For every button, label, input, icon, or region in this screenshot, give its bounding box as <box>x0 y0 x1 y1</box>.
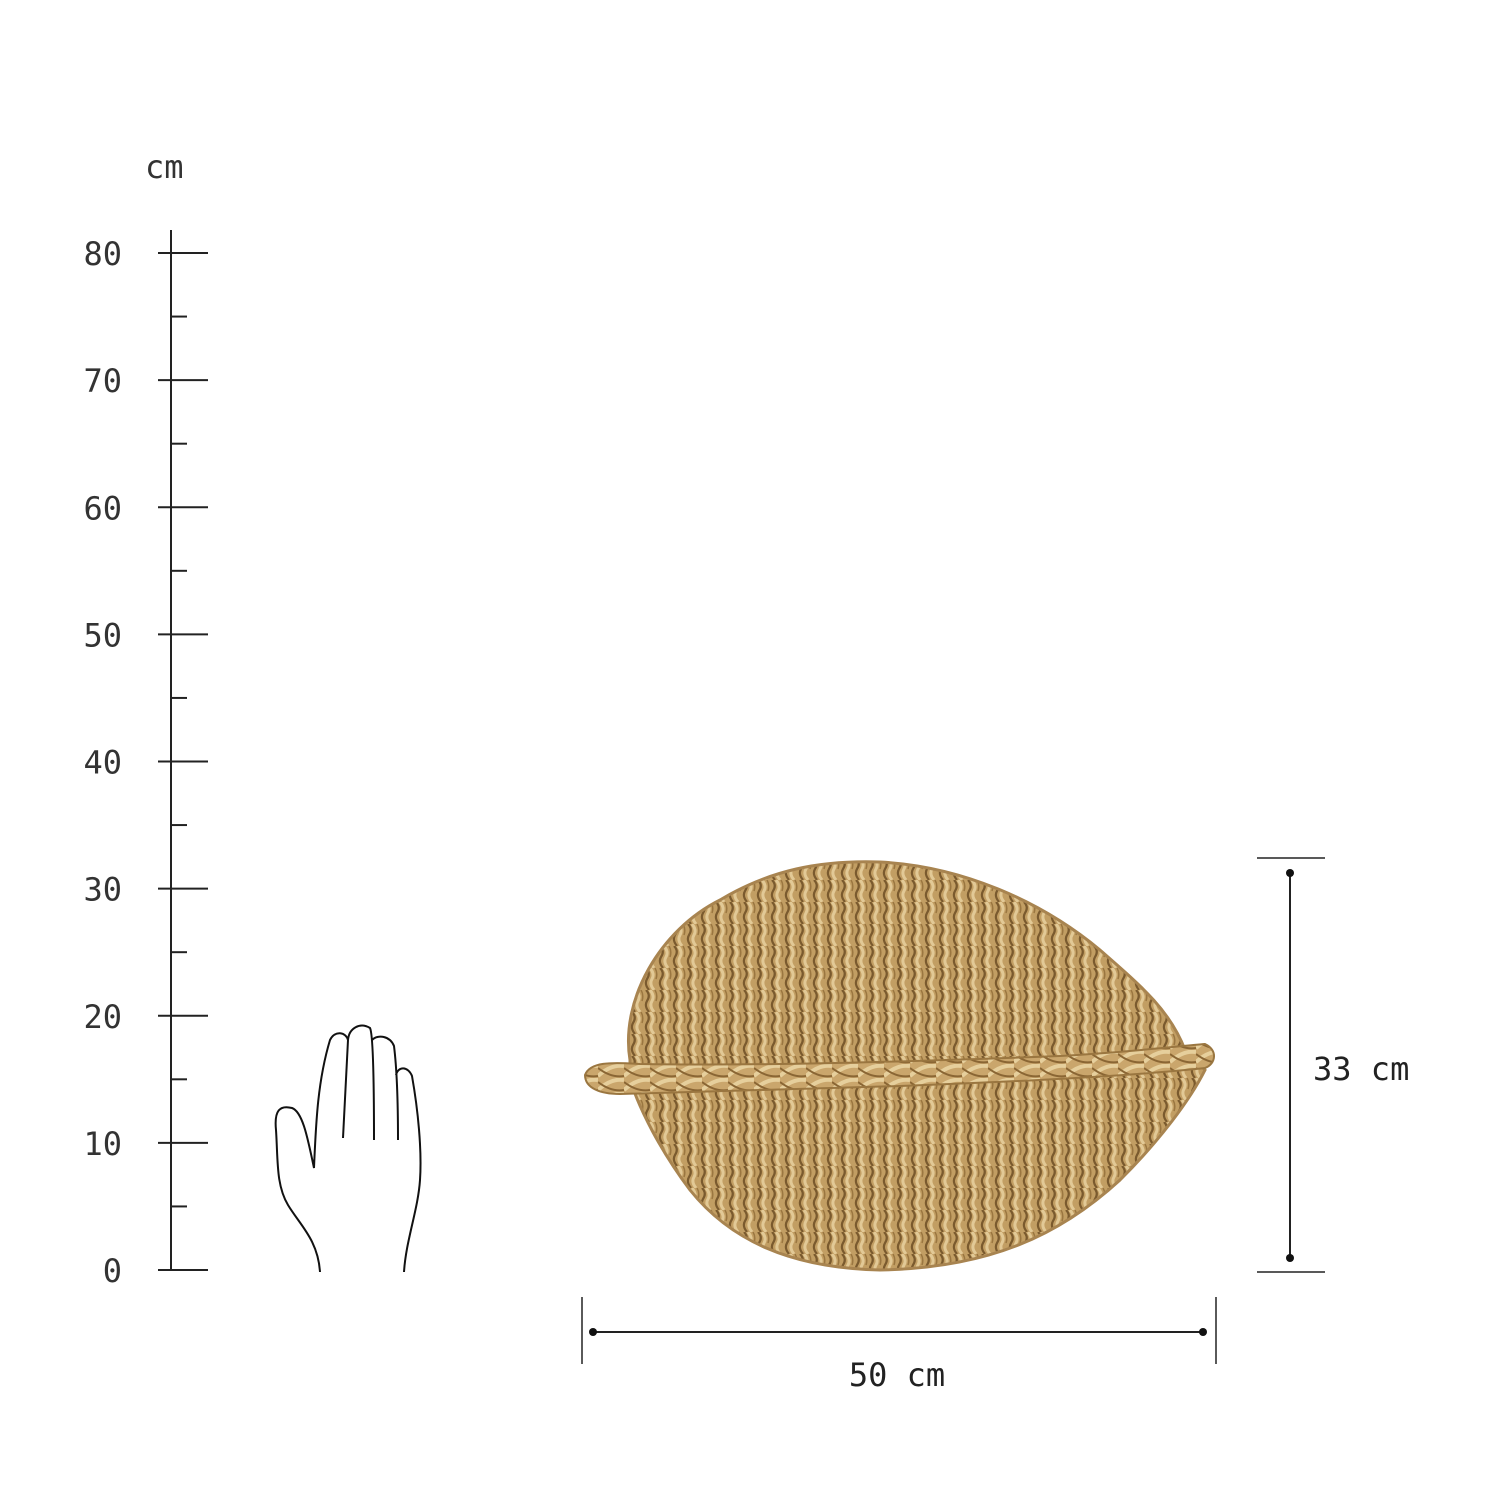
product-image-woven-leaf <box>583 860 1215 1272</box>
ruler-ticks: 0 10 20 30 40 50 60 70 80 <box>83 235 208 1290</box>
ruler-tick-label: 20 <box>83 998 122 1036</box>
ruler-tick-label: 50 <box>83 616 122 654</box>
ruler-tick-label: 60 <box>83 489 122 527</box>
ruler-tick-label: 40 <box>83 744 122 782</box>
ruler-tick-label: 30 <box>83 871 122 909</box>
height-dimension: 33 cm <box>1257 857 1409 1273</box>
ruler-tick-label: 10 <box>83 1125 122 1163</box>
hand-outline-icon <box>274 1024 422 1273</box>
ruler-tick-label: 70 <box>83 362 122 400</box>
ruler-tick-label: 0 <box>103 1252 122 1290</box>
height-label: 33 cm <box>1313 1050 1409 1088</box>
ruler-unit-label: cm <box>145 148 184 186</box>
width-dimension: 50 cm <box>581 1297 1217 1394</box>
width-label: 50 cm <box>849 1356 945 1394</box>
ruler-tick-label: 80 <box>83 235 122 273</box>
